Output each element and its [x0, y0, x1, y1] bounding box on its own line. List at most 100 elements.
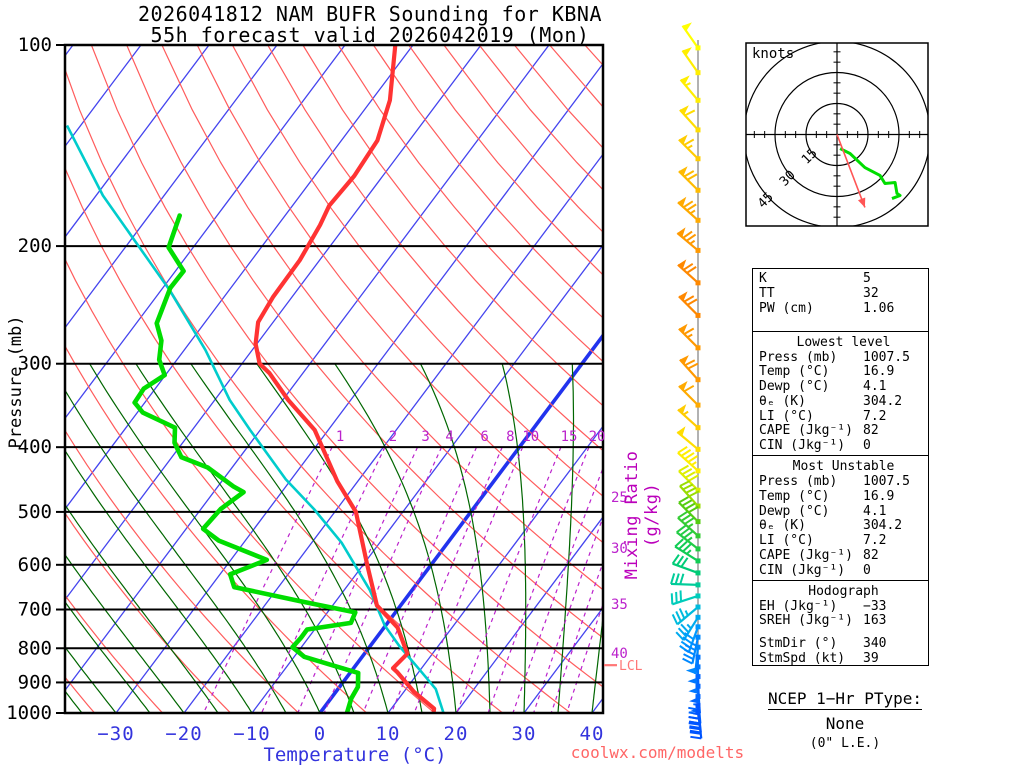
svg-text:6: 6 [480, 429, 488, 445]
svg-text:4: 4 [445, 429, 453, 445]
storm-motion-arrow [836, 134, 866, 208]
watermark-link[interactable]: coolwx.com/modelts [570, 743, 745, 762]
hodograph-trace [839, 147, 902, 200]
svg-text:20: 20 [589, 429, 606, 445]
table-row: CAPE (Jkg⁻¹) 82 [759, 424, 928, 439]
profile-curves [65, 45, 445, 713]
svg-text:1: 1 [336, 429, 344, 445]
svg-text:500: 500 [18, 501, 52, 523]
temperature-axis-label: Temperature (°C) [263, 744, 447, 766]
table-row-value: 16.9 [863, 488, 895, 504]
table-row-label: LI (°C) [759, 533, 814, 549]
table-row-label: EH (Jkg⁻¹) [759, 598, 838, 614]
svg-text:0: 0 [314, 723, 326, 745]
svg-text:300: 300 [18, 353, 52, 375]
table-row: Temp (°C) 16.9 [759, 364, 928, 380]
page-title: 2026041812 NAM BUFR Sounding for KBNA [137, 2, 603, 26]
svg-text:15: 15 [561, 429, 578, 445]
table-row: StmDir (°) 340 [759, 636, 928, 652]
plot-border [63, 43, 605, 715]
table-section: K 5 TT 32 PW (cm) 1.06 [752, 268, 929, 332]
svg-text:800: 800 [18, 637, 52, 659]
svg-text:700: 700 [18, 599, 52, 621]
dry-adiabats [65, 45, 603, 713]
svg-text:−20: −20 [165, 723, 202, 745]
table-row-value: 0 [863, 562, 871, 578]
table-row: CIN (Jkg⁻¹) 0 [759, 438, 928, 454]
table-row: LI (°C) 7.2 [759, 533, 928, 549]
indices-table: K 5 TT 32 PW (cm) 1.06 Lowest level Press (mb) 1… [752, 268, 929, 666]
svg-text:25: 25 [611, 490, 628, 506]
svg-text:40: 40 [611, 646, 628, 662]
table-row-label: StmSpd (kt) [759, 650, 846, 666]
wind-barb-column [670, 22, 703, 740]
table-row-value: −33 [863, 598, 887, 614]
table-row-label: LI (°C) [759, 408, 814, 424]
temperature-curve [253, 45, 437, 713]
table-row-label: Dewp (°C) [759, 379, 830, 395]
svg-text:400: 400 [18, 436, 52, 458]
pressure-gridlines [65, 45, 603, 713]
lcl-label: LCL [619, 659, 643, 674]
lcl-marker: LCL [604, 659, 643, 674]
table-row-label: SREH (Jkg⁻¹) [759, 613, 853, 629]
table-row-label: CIN (Jkg⁻¹) [759, 438, 846, 454]
table-row-value: 82 [863, 547, 879, 563]
ptype-block: NCEP 1−Hr PType: None (0" L.E.) [745, 689, 945, 751]
svg-text:3: 3 [421, 429, 429, 445]
table-row-value: 4.1 [863, 503, 887, 519]
svg-text:20: 20 [444, 723, 469, 745]
pressure-axis-label: Pressure (mb) [6, 315, 26, 449]
table-row: CIN (Jkg⁻¹) 0 [759, 562, 928, 579]
table-row-value: 4.1 [863, 379, 887, 395]
table-section: Lowest level Press (mb) 1007.5 Temp (°C) 16.… [752, 330, 929, 457]
table-row: StmSpd (kt) 39 [759, 650, 928, 666]
table-section-title: Most Unstable [792, 459, 895, 474]
table-row: θₑ (K) 304.2 [759, 394, 928, 410]
table-row: Dewp (°C) 4.1 [759, 379, 928, 395]
table-row-value: 7.2 [863, 408, 887, 424]
svg-text:2: 2 [389, 429, 397, 445]
table-row: Press (mb) 1007.5 [759, 474, 928, 490]
table-row-label: Press (mb) [759, 474, 838, 489]
mixing-ratio-axis-label: Mixing Ratio (g/kg) [622, 450, 662, 580]
parcel-curve [65, 124, 445, 713]
table-row: Press (mb) 1007.5 [759, 349, 928, 366]
table-row-label: CAPE (Jkg⁻¹) [759, 547, 853, 563]
ptype-value: None [825, 714, 865, 733]
mixing-ratio-labels: 1 2 3 4 6 8 10 15 20 25 30 35 40 [336, 429, 628, 662]
table-row: LI (°C) 7.2 [759, 408, 928, 425]
table-row: PW (cm) 1.06 [759, 301, 928, 317]
table-section: Hodograph EH (Jkg⁻¹) −33 SREH (Jkg⁻¹) 163 Stm… [752, 579, 929, 666]
table-row-label: Temp (°C) [759, 364, 830, 380]
svg-text:35: 35 [611, 597, 628, 613]
table-section-title: Hodograph [808, 583, 879, 599]
table-row-label: K [759, 271, 767, 286]
svg-text:100: 100 [18, 34, 52, 56]
table-row-label: Temp (°C) [759, 488, 830, 504]
table-row: SREH (Jkg⁻¹) 163 [759, 613, 928, 629]
table-row-value: 5 [863, 271, 871, 286]
table-row-value: 163 [863, 613, 887, 629]
dewpoint-curve [132, 213, 361, 713]
table-row-label: TT [759, 285, 775, 301]
table-row-value: 1007.5 [863, 474, 910, 489]
table-row-label: Dewp (°C) [759, 503, 830, 519]
svg-text:900: 900 [18, 671, 52, 693]
svg-text:−10: −10 [233, 723, 270, 745]
hodograph-units-label: knots [752, 46, 795, 62]
table-row: Temp (°C) 16.9 [759, 488, 928, 505]
table-row-label: CIN (Jkg⁻¹) [759, 562, 846, 578]
svg-text:600: 600 [18, 554, 52, 576]
table-row-value: 340 [863, 636, 887, 652]
ptype-heading: NCEP 1−Hr PType: [767, 689, 923, 710]
svg-text:30: 30 [512, 723, 537, 745]
svg-text:8: 8 [506, 429, 514, 445]
table-row-value: 1007.5 [863, 349, 910, 365]
table-row: EH (Jkg⁻¹) −33 [759, 598, 928, 615]
